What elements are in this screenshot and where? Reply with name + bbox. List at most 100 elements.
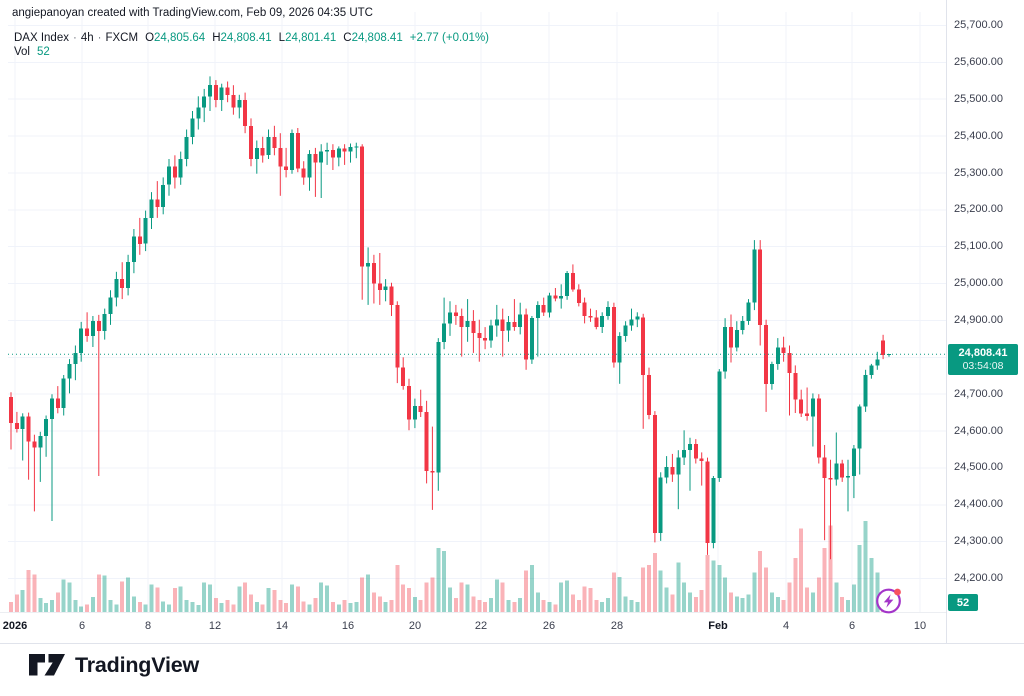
volume-bar [407, 588, 411, 612]
candle-body [401, 367, 406, 386]
price-tick-label: 24,500.00 [954, 461, 1003, 474]
candle-body [723, 327, 728, 372]
volume-bar [816, 577, 821, 612]
volume-bar [810, 592, 815, 612]
volume-bar [50, 600, 54, 612]
volume-bar [161, 601, 166, 612]
volume-bar [465, 584, 470, 612]
volume-bar [325, 585, 330, 612]
volume-bar [395, 564, 400, 612]
candle-body [360, 146, 365, 267]
volume-bar [693, 597, 698, 612]
volume-bar [559, 582, 564, 612]
candle-body [237, 100, 242, 108]
last-price-value: 24,808.41 [958, 347, 1008, 359]
volume-bar [828, 525, 833, 612]
candle-body [670, 467, 675, 475]
candle-body [729, 327, 733, 348]
price-tick-label: 25,000.00 [954, 277, 1003, 290]
candle-body [793, 372, 798, 400]
volume-bar [535, 592, 540, 612]
candle-body [377, 283, 382, 291]
candle-body [652, 414, 657, 533]
low-value: 24,801.41 [285, 32, 337, 44]
time-tick-label: 16 [341, 620, 355, 632]
volume-bar [266, 588, 271, 612]
volume-bar [178, 586, 183, 612]
volume-bar [805, 587, 810, 612]
flash-ideas-button[interactable] [873, 585, 905, 617]
volume-bar [611, 572, 616, 612]
volume-legend: Vol 52 [14, 46, 50, 58]
candle-body [734, 330, 739, 348]
volume-bar [483, 602, 488, 612]
candle-body [418, 406, 423, 412]
legend-separator: · [72, 32, 77, 44]
volume-bar [500, 582, 505, 612]
candle-body [810, 398, 815, 417]
volume-bar [793, 557, 798, 612]
candle-body [442, 323, 447, 342]
volume-bar [494, 579, 499, 612]
bar-countdown: 03:54:08 [962, 360, 1004, 372]
tradingview-logo[interactable]: TradingView [28, 651, 199, 679]
candle-body [500, 319, 505, 331]
candle-body [518, 314, 523, 327]
candle-body [506, 321, 511, 331]
symbol-name[interactable]: DAX Index [14, 32, 69, 44]
volume-bar [582, 586, 587, 612]
exchange-label: FXCM [105, 32, 139, 44]
volume-bar [172, 588, 177, 612]
volume-bar [61, 579, 66, 612]
interval-label[interactable]: 4h [80, 32, 94, 44]
volume-bar [518, 597, 523, 612]
candle-body [243, 100, 248, 126]
candle-body [553, 295, 558, 299]
volume-bar [442, 550, 447, 612]
time-tick-label: 22 [474, 620, 488, 632]
time-tick-label: 8 [144, 620, 152, 632]
candle-body [126, 262, 131, 288]
volume-bar [354, 602, 359, 612]
volume-bar [131, 596, 136, 612]
candle-body [295, 133, 300, 169]
volume-bar [570, 594, 575, 612]
candle-body [96, 321, 101, 331]
volume-bar [401, 584, 406, 612]
candle-body [822, 457, 827, 479]
candle-body [658, 477, 663, 533]
volume-bar [14, 594, 19, 612]
candle-body [155, 199, 160, 207]
volume-bar [213, 597, 218, 612]
candle-body [664, 467, 669, 478]
candle-body [775, 347, 780, 364]
volume-bar [196, 605, 201, 612]
volume-bar [617, 576, 622, 612]
price-tick-label: 25,400.00 [954, 129, 1003, 142]
price-tick-label: 25,300.00 [954, 166, 1003, 179]
volume-bar [553, 604, 558, 612]
candle-body [38, 436, 43, 448]
low-label: L [278, 32, 286, 44]
candle-body [313, 153, 318, 163]
volume-bar [477, 600, 482, 612]
high-value: 24,808.41 [220, 32, 272, 44]
volume-bar [219, 602, 224, 612]
candle-body [787, 352, 792, 373]
time-tick-label: 6 [848, 620, 856, 632]
candle-body [254, 147, 259, 159]
candle-body [494, 319, 499, 326]
pane-separator [0, 612, 946, 613]
volume-bar [26, 569, 31, 612]
candle-body [840, 463, 845, 478]
time-tick-label: 28 [610, 620, 624, 632]
volume-bar [167, 604, 171, 612]
candle-body [184, 136, 189, 159]
candlestick-chart[interactable] [0, 0, 1024, 648]
candle-body [769, 363, 774, 384]
candle-body [14, 422, 19, 429]
candle-body [67, 363, 72, 379]
volume-bar [629, 600, 634, 612]
candle-body [190, 118, 195, 137]
tradingview-logo-icon [29, 654, 65, 676]
